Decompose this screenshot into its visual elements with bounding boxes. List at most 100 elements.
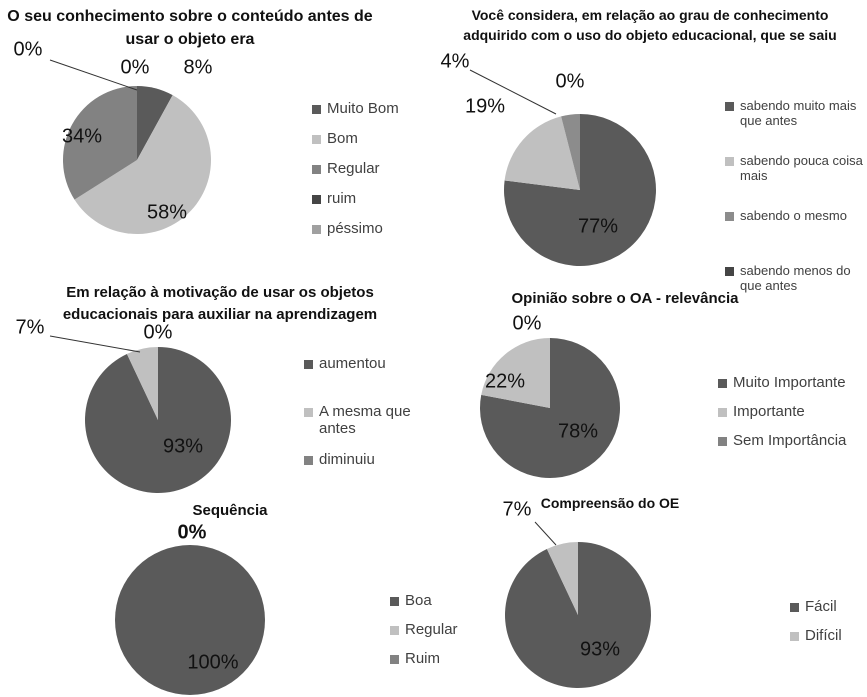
legend-swatch [312, 164, 321, 174]
legend-label: Difícil [805, 627, 842, 644]
data-label: 78% [558, 420, 598, 442]
legend-item: Boa [390, 592, 490, 609]
data-label: 0% [121, 56, 150, 78]
legend-swatch [718, 378, 727, 388]
pie-slice [74, 95, 211, 234]
data-label: 100% [187, 651, 238, 673]
data-label: 0% [178, 521, 207, 543]
data-label: 0% [14, 38, 43, 60]
legend-label: Muito Bom [327, 100, 399, 117]
data-label: 0% [144, 321, 173, 343]
data-label: 34% [62, 125, 102, 147]
legend-swatch [304, 359, 313, 369]
legend-swatch [725, 156, 734, 166]
data-label: 8% [184, 56, 213, 78]
legend-item: Sem Importância [718, 432, 867, 449]
pie-slice [505, 542, 652, 688]
leader-line [49, 335, 141, 353]
legend-swatch [725, 211, 734, 221]
data-label: 58% [147, 201, 187, 223]
legend-swatch [304, 407, 313, 417]
pie-slice [126, 347, 158, 420]
legend-item: Importante [718, 403, 867, 420]
legend-label: Boa [405, 592, 432, 609]
leader-line [469, 69, 557, 115]
legend-label: aumentou [319, 355, 386, 372]
data-label: 22% [485, 370, 525, 392]
legend-label: péssimo [327, 220, 383, 237]
legend-swatch [725, 266, 734, 276]
legend-label: Fácil [805, 598, 837, 615]
legend-swatch [718, 436, 727, 446]
legend-item: aumentou [304, 355, 434, 372]
legend-swatch [390, 625, 399, 635]
data-label: 0% [556, 70, 585, 92]
data-label: 93% [163, 435, 203, 457]
legend-label: Regular [405, 621, 458, 638]
legend-label: sabendo o mesmo [740, 208, 847, 223]
legend-item: Muito Importante [718, 374, 867, 391]
legend-label: Ruim [405, 650, 441, 667]
legend-item: Fácil [790, 598, 867, 615]
legend-item: sabendo muito mais que antes [725, 98, 865, 128]
chart-title: O seu conhecimento sobre o conteúdo ante… [7, 8, 373, 49]
legend-swatch [312, 224, 321, 234]
legend-item: sabendo pouca coisa mais [725, 153, 865, 183]
data-label: 93% [580, 638, 620, 660]
legend-swatch [790, 602, 799, 612]
legend-item: Regular [390, 621, 490, 638]
legend-label: sabendo pouca coisa mais [740, 153, 863, 183]
chart-title: Você considera, em relação ao grau de co… [463, 7, 837, 44]
legend-item: péssimo [312, 220, 422, 237]
legend-label: Importante [733, 403, 805, 420]
legend-item: Ruim [390, 650, 490, 667]
legend-item: sabendo menos do que antes [725, 263, 865, 293]
legend-label: sabendo menos do que antes [740, 263, 851, 293]
legend-label: Bom [327, 130, 358, 147]
legend-swatch [312, 194, 321, 204]
legend-swatch [390, 596, 399, 606]
legend-swatch [725, 101, 734, 111]
legend-swatch [790, 631, 799, 641]
legend-label: diminuiu [319, 451, 375, 468]
legend-label: ruim [327, 190, 357, 207]
legend-item: Bom [312, 130, 422, 147]
chart-title: Opinião sobre o OA - relevância [511, 290, 739, 307]
legend-swatch [304, 455, 313, 465]
legend-item: diminuiu [304, 451, 434, 468]
legend-swatch [718, 407, 727, 417]
data-label: 7% [16, 316, 45, 338]
leader-line [534, 521, 557, 546]
legend-item: Regular [312, 160, 422, 177]
data-label: 0% [513, 312, 542, 334]
leader-line [49, 59, 138, 91]
chart-title: Em relação à motivação de usar os objeto… [62, 284, 378, 323]
legend-item: sabendo o mesmo [725, 208, 865, 223]
legend-item: Difícil [790, 627, 867, 644]
pie-slice [504, 116, 580, 190]
data-label: 77% [578, 215, 618, 237]
legend-label: Muito Importante [733, 374, 846, 391]
data-label: 7% [503, 498, 532, 520]
pie-slice [63, 86, 137, 200]
data-label: 4% [441, 50, 470, 72]
chart-title: Sequência [192, 502, 268, 519]
legend-swatch [312, 134, 321, 144]
legend-label: sabendo muito mais que antes [740, 98, 857, 128]
legend-item: Muito Bom [312, 100, 422, 117]
legend-label: Sem Importância [733, 432, 847, 449]
legend-swatch [390, 654, 399, 664]
pie-slice [546, 542, 578, 615]
pie-slice [115, 545, 265, 695]
pie-slice [561, 114, 580, 190]
legend-label: A mesma que antes [319, 403, 411, 437]
legend-swatch [312, 104, 321, 114]
pie-slice [481, 338, 550, 408]
legend-label: Regular [327, 160, 380, 177]
data-label: 19% [465, 95, 505, 117]
legend-item: A mesma que antes [304, 403, 434, 437]
pie-slice [137, 86, 173, 160]
legend-item: ruim [312, 190, 422, 207]
